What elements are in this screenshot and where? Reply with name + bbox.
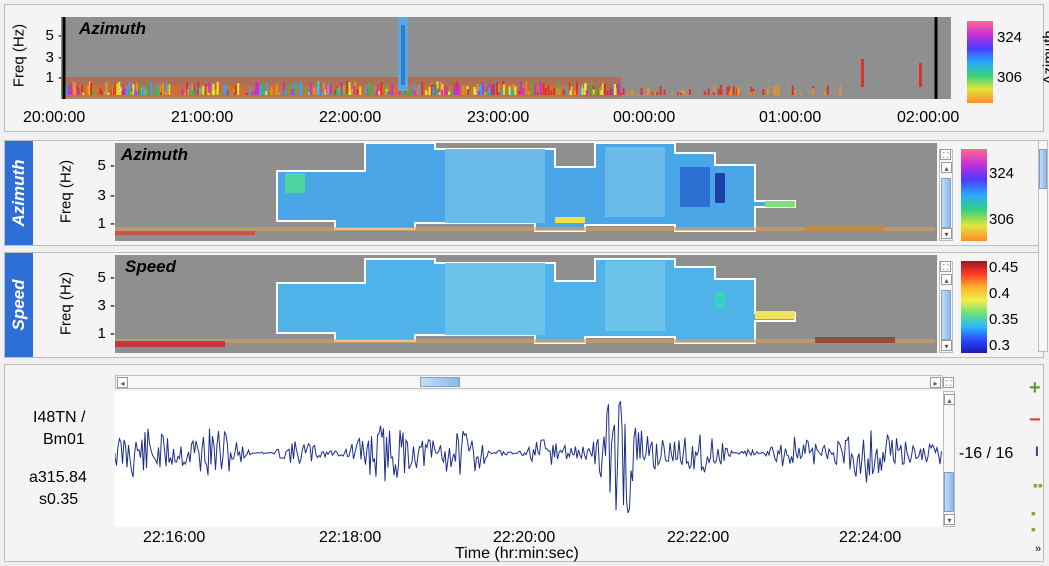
speed-scroll-thumb[interactable] (941, 290, 951, 340)
speed-value: s0.35 (39, 491, 79, 508)
speed-ytick-3: 3 - (97, 297, 115, 314)
scale-icon[interactable]: I (1035, 443, 1039, 459)
overview-title: Azimuth (79, 19, 147, 38)
overview-xtick-3: 23:00:00 (467, 109, 530, 126)
overview-xtick-0: 20:00:00 (23, 109, 86, 126)
azimuth-value: a315.84 (29, 469, 87, 486)
station-label: I48TN / (33, 409, 86, 426)
azimuth-scroll-thumb[interactable] (941, 178, 951, 228)
waveform-plot[interactable] (115, 391, 943, 527)
waveform-vscroll[interactable]: ▴ ▾ (943, 391, 955, 527)
waveform-xtick-4: 22:24:00 (839, 529, 902, 546)
right-panel-scroll[interactable] (1038, 140, 1048, 352)
waveform-xtick-1: 22:18:00 (319, 529, 382, 546)
overview-panel: Freq (Hz) 5 - 3 - 1 - Azimuth 324 306 Az… (4, 4, 1049, 132)
azimuth-ytick-1: 1 - (97, 215, 115, 232)
zoom-in-icon[interactable]: + (1029, 377, 1041, 399)
speed-ytick-5: 5 - (97, 269, 115, 286)
speed-expand-icon[interactable]: ⛶ (940, 261, 951, 272)
azimuth-scroll-up[interactable]: ▴ (941, 162, 952, 173)
grid-compact-icon[interactable]: ▪▪ (1033, 477, 1043, 493)
azimuth-ylabel: Freq (Hz) (57, 159, 75, 224)
speed-panel: Speed Freq (Hz) 5 - 3 - 1 - Speed ▴ ▾ ⛶ … (4, 252, 1044, 358)
waveform-xtick-0: 22:16:00 (143, 529, 206, 546)
azimuth-ytick-5: 5 - (97, 157, 115, 174)
waveform-vscroll-thumb[interactable] (944, 472, 954, 512)
overview-ytick-5: 5 - (45, 27, 63, 44)
azimuth-colorbar (961, 149, 987, 241)
speed-colorbar (961, 261, 987, 353)
overview-ylabel: Freq (Hz) (10, 23, 28, 88)
speed-ytick-1: 1 - (97, 325, 115, 342)
overview-xtick-6: 02:00:00 (897, 109, 960, 126)
waveform-scroll-right[interactable]: ▸ (930, 377, 941, 388)
azimuth-ytick-3: 3 - (97, 187, 115, 204)
waveform-scroll-thumb[interactable] (420, 377, 460, 387)
speed-colorbar-tick-035: 0.35 (989, 311, 1019, 328)
amplitude-range: -16 / 16 (959, 445, 1014, 462)
azimuth-title: Azimuth (121, 145, 189, 164)
overview-ytick-3: 3 - (45, 49, 63, 66)
azimuth-expand-icon[interactable]: ⛶ (940, 149, 951, 160)
speed-scroll-down[interactable]: ▾ (941, 340, 952, 351)
overview-xtick-1: 21:00:00 (171, 109, 234, 126)
waveform-xtick-3: 22:22:00 (667, 529, 730, 546)
overview-xtick-4: 00:00:00 (613, 109, 676, 126)
azimuth-tab[interactable]: Azimuth (5, 141, 33, 245)
speed-ylabel: Freq (Hz) (57, 271, 75, 336)
speed-title: Speed (125, 257, 177, 276)
overview-spectrogram[interactable]: Azimuth (61, 17, 951, 99)
zoom-out-icon[interactable]: − (1029, 409, 1041, 431)
channel-label: Bm01 (43, 431, 85, 448)
azimuth-colorbar-tick-324: 324 (989, 165, 1015, 182)
overview-xtick-2: 22:00:00 (319, 109, 382, 126)
azimuth-spectrogram[interactable]: Azimuth (115, 143, 937, 241)
overview-xtick-5: 01:00:00 (759, 109, 822, 126)
waveform-expand-icon[interactable]: ⛶ (943, 377, 954, 388)
overview-colorbar-tick-306: 306 (997, 69, 1023, 86)
waveform-xtick-2: 22:20:00 (493, 529, 556, 546)
speed-vscroll[interactable]: ▴ ▾ (939, 261, 953, 353)
overview-colorbar-tick-324: 324 (997, 29, 1023, 46)
overview-colorbar (967, 21, 993, 103)
azimuth-vscroll[interactable]: ▴ ▾ (939, 149, 953, 241)
more-chevron-icon[interactable]: » (1035, 543, 1042, 555)
speed-colorbar-tick-03: 0.3 (989, 337, 1010, 354)
waveform-scroll-left[interactable]: ◂ (117, 377, 128, 388)
overview-colorbar-label: Azimuth (1040, 30, 1049, 85)
speed-colorbar-tick-04: 0.4 (989, 285, 1010, 302)
azimuth-panel: Azimuth Freq (Hz) 5 - 3 - 1 - Azimuth ▴ … (4, 140, 1044, 246)
speed-spectrogram[interactable]: Speed (115, 255, 937, 353)
speed-tab[interactable]: Speed (5, 253, 33, 357)
waveform-hscroll[interactable]: ◂ ▸ (115, 375, 943, 389)
waveform-scroll-down[interactable]: ▾ (944, 514, 955, 525)
grid-spread-icon[interactable]: ▪ ▪ (1031, 505, 1036, 537)
azimuth-scroll-down[interactable]: ▾ (941, 228, 952, 239)
waveform-scroll-up[interactable]: ▴ (944, 394, 955, 405)
speed-colorbar-tick-045: 0.45 (989, 259, 1019, 276)
waveform-panel: I48TN / Bm01 a315.84 s0.35 ◂ ▸ ⛶ ▴ ▾ -16… (4, 364, 1044, 562)
overview-ytick-1: 1 - (45, 69, 63, 86)
azimuth-colorbar-tick-306: 306 (989, 211, 1015, 228)
right-panel-scroll-thumb[interactable] (1039, 149, 1047, 189)
speed-scroll-up[interactable]: ▴ (941, 274, 952, 285)
waveform-trace (115, 401, 942, 514)
waveform-xlabel: Time (hr:min:sec) (455, 545, 579, 562)
